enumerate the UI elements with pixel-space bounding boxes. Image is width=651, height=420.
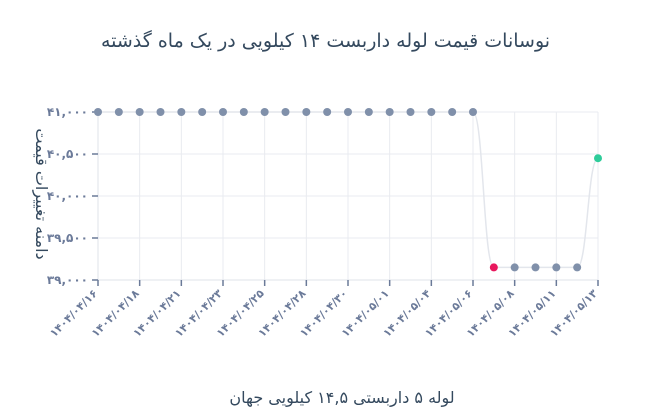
data-point[interactable]: [198, 108, 207, 116]
data-point[interactable]: [594, 154, 602, 163]
y-axis-label: دامنه تغییرات قیمت: [31, 128, 51, 259]
data-point[interactable]: [510, 263, 519, 272]
data-point[interactable]: [114, 108, 123, 116]
data-point[interactable]: [385, 108, 394, 116]
data-point[interactable]: [552, 263, 561, 272]
y-tick-label: ۳۹,۵۰۰: [47, 231, 88, 245]
data-point[interactable]: [302, 108, 311, 116]
chart-title: نوسانات قیمت لوله داربست ۱۴ کیلویی در یک…: [100, 30, 551, 52]
data-point[interactable]: [94, 108, 102, 116]
y-tick-label: ۴۱,۰۰۰: [47, 105, 88, 119]
data-point[interactable]: [177, 108, 186, 116]
data-point[interactable]: [281, 108, 290, 116]
data-point[interactable]: [427, 108, 436, 116]
data-point[interactable]: [156, 108, 165, 116]
y-tick-label: ۴۰,۰۰۰: [47, 189, 88, 203]
data-points: [94, 108, 602, 272]
data-point[interactable]: [344, 108, 352, 116]
data-point[interactable]: [406, 108, 415, 116]
y-tick-label: ۳۹,۰۰۰: [47, 273, 88, 287]
y-tick-label: ۴۰,۵۰۰: [47, 147, 88, 161]
data-point[interactable]: [448, 108, 457, 116]
data-point[interactable]: [239, 108, 248, 116]
x-axis-ticks: ۱۴۰۴/۰۴/۱۶۱۴۰۴/۰۴/۱۸۱۴۰۴/۰۴/۲۱۱۴۰۴/۰۴/۲۳…: [47, 280, 600, 340]
data-point[interactable]: [219, 108, 227, 116]
data-point[interactable]: [364, 108, 373, 116]
data-point[interactable]: [469, 108, 477, 116]
y-axis-ticks: ۳۹,۰۰۰ ۳۹,۵۰۰ ۴۰,۰۰۰ ۴۰,۵۰۰ ۴۱,۰۰۰: [47, 105, 98, 287]
data-point[interactable]: [573, 263, 582, 272]
data-point[interactable]: [489, 263, 498, 272]
data-point[interactable]: [531, 263, 540, 272]
data-point[interactable]: [323, 108, 332, 116]
data-point[interactable]: [135, 108, 144, 116]
data-point[interactable]: [260, 108, 269, 116]
x-axis-label: لوله ۵ داربستی ۱۴,۵ کیلویی جهان: [229, 388, 454, 408]
grid-lines: [97, 111, 599, 281]
